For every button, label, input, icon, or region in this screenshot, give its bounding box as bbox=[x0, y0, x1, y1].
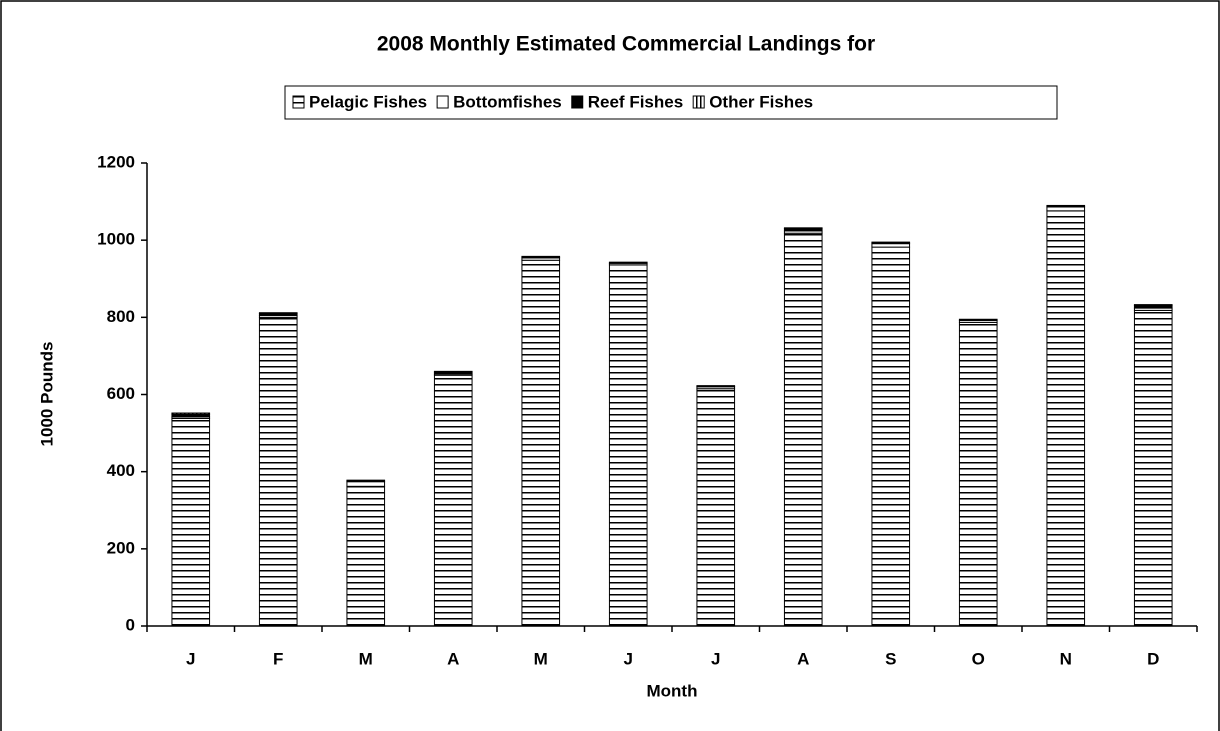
x-tick-label: N bbox=[1060, 649, 1072, 668]
bar-segment bbox=[783, 227, 823, 230]
bar-segment bbox=[783, 232, 823, 627]
x-tick-label: M bbox=[534, 649, 548, 668]
bar-segment bbox=[258, 316, 298, 627]
x-tick-label: S bbox=[885, 649, 896, 668]
bar-segment bbox=[521, 259, 561, 627]
bar-segment bbox=[346, 481, 386, 487]
bar-segment bbox=[258, 312, 298, 314]
bar-segment bbox=[171, 417, 211, 627]
legend-label: Reef Fishes bbox=[588, 92, 683, 111]
y-tick-label: 600 bbox=[107, 384, 135, 403]
y-tick-label: 1200 bbox=[97, 152, 135, 171]
y-tick-label: 800 bbox=[107, 307, 135, 326]
bar-segment bbox=[346, 485, 386, 627]
bar-segment bbox=[1046, 210, 1086, 627]
bar-segment bbox=[1046, 206, 1086, 212]
x-tick-label: A bbox=[447, 649, 459, 668]
chart-title: 2008 Monthly Estimated Commercial Landin… bbox=[377, 33, 875, 56]
legend-box bbox=[284, 85, 1058, 120]
x-tick-label: M bbox=[359, 649, 373, 668]
bar-segment bbox=[871, 241, 911, 244]
y-tick-label: 0 bbox=[126, 615, 135, 634]
legend-swatch bbox=[292, 95, 305, 109]
x-axis-label: Month bbox=[647, 681, 698, 700]
x-tick-label: O bbox=[972, 649, 985, 668]
x-tick-label: F bbox=[273, 649, 283, 668]
y-tick-label: 400 bbox=[107, 461, 135, 480]
y-tick-label: 200 bbox=[107, 538, 135, 557]
bar-segment bbox=[958, 321, 998, 627]
bar-segment bbox=[1046, 204, 1086, 207]
bar-segment bbox=[1133, 304, 1173, 306]
bar-segment bbox=[346, 479, 386, 482]
bar-segment bbox=[433, 374, 473, 627]
bar-segment bbox=[696, 388, 736, 627]
bar-segment bbox=[696, 385, 736, 387]
bar-segment bbox=[608, 264, 648, 627]
y-tick-label: 1000 bbox=[97, 230, 135, 249]
y-axis-label: 1000 Pounds bbox=[37, 342, 56, 447]
bar-segment bbox=[1133, 309, 1173, 627]
x-tick-label: D bbox=[1147, 649, 1159, 668]
bar-segment bbox=[958, 318, 998, 321]
legend-label: Other Fishes bbox=[709, 92, 813, 111]
bar-segment bbox=[433, 370, 473, 373]
legend-swatch bbox=[571, 95, 584, 109]
legend-label: Bottomfishes bbox=[453, 92, 562, 111]
bar-segment bbox=[871, 243, 911, 248]
x-tick-label: A bbox=[797, 649, 809, 668]
bar-segment bbox=[171, 412, 211, 415]
bar-segment bbox=[521, 255, 561, 258]
bar-segment bbox=[608, 261, 648, 264]
bar-segment bbox=[871, 246, 911, 627]
legend-label: Pelagic Fishes bbox=[309, 92, 427, 111]
legend-swatch bbox=[436, 95, 449, 109]
legend-swatch bbox=[692, 95, 705, 109]
x-tick-label: J bbox=[186, 649, 195, 668]
x-tick-label: J bbox=[711, 649, 720, 668]
x-tick-label: J bbox=[624, 649, 633, 668]
